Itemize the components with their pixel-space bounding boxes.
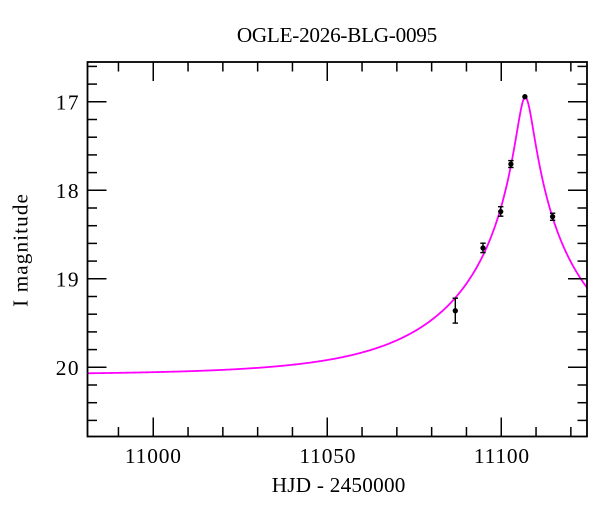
svg-text:11100: 11100 [474, 444, 530, 468]
svg-text:OGLE-2026-BLG-0095: OGLE-2026-BLG-0095 [237, 23, 437, 47]
svg-text:11050: 11050 [299, 444, 356, 468]
svg-text:17: 17 [56, 91, 80, 115]
svg-text:19: 19 [56, 268, 80, 292]
svg-text:18: 18 [56, 179, 80, 203]
svg-text:HJD - 2450000: HJD - 2450000 [272, 473, 406, 497]
svg-text:11000: 11000 [125, 444, 182, 468]
svg-text:I magnitude: I magnitude [9, 193, 33, 307]
svg-text:20: 20 [56, 356, 80, 380]
